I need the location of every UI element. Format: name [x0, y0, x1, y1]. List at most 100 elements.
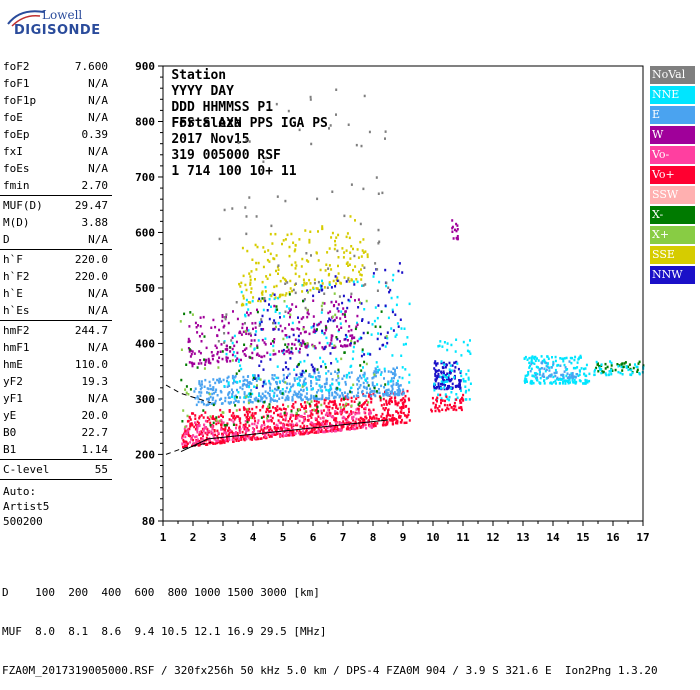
- autoscaling-info: Auto: Artist5 500200: [3, 484, 49, 529]
- echo-point: [384, 418, 387, 421]
- echo-point: [250, 382, 253, 385]
- echo-point: [220, 423, 223, 426]
- echo-point: [284, 417, 287, 420]
- echo-point: [279, 279, 282, 283]
- echo-point: [373, 385, 376, 388]
- echo-point: [261, 338, 264, 342]
- header-doy-value: 319 005000 RSF: [171, 148, 281, 163]
- echo-point: [373, 373, 376, 376]
- param-row-mufd: MUF(D) 29.47: [0, 197, 112, 214]
- echo-point: [539, 370, 541, 374]
- echo-point: [607, 373, 610, 377]
- echo-point: [243, 383, 246, 386]
- echo-point: [224, 425, 227, 428]
- echo-point: [543, 375, 546, 378]
- echo-point: [278, 407, 281, 411]
- echo-point: [552, 363, 555, 367]
- echo-point: [466, 343, 469, 347]
- echo-point: [345, 421, 348, 424]
- echo-point: [440, 382, 442, 386]
- echo-point: [401, 401, 404, 405]
- echo-point: [281, 379, 284, 383]
- echo-point: [191, 313, 194, 316]
- echo-point: [396, 322, 399, 325]
- echo-point: [325, 382, 328, 386]
- echo-point: [265, 407, 268, 411]
- echo-point: [450, 369, 453, 372]
- echo-point: [252, 296, 255, 299]
- echo-point: [286, 345, 289, 349]
- echo-point: [265, 396, 268, 400]
- echo-point: [271, 389, 274, 393]
- echo-point: [385, 284, 388, 288]
- echo-point: [436, 369, 439, 373]
- echo-point: [329, 423, 332, 426]
- echo-point: [532, 374, 534, 378]
- echo-point: [336, 279, 339, 282]
- echo-point: [570, 376, 573, 379]
- echo-point: [203, 367, 206, 370]
- echo-point: [376, 422, 379, 425]
- echo-point: [312, 294, 315, 298]
- echo-point: [390, 377, 393, 380]
- echo-point: [329, 414, 332, 417]
- echo-point: [199, 316, 202, 319]
- echo-point: [552, 360, 555, 364]
- echo-point: [336, 337, 339, 341]
- echo-point: [408, 302, 411, 306]
- echo-point: [349, 257, 352, 260]
- echo-point: [255, 268, 258, 271]
- echo-point: [275, 388, 278, 392]
- echo-point: [224, 348, 227, 351]
- echo-point: [263, 401, 266, 404]
- echo-point: [302, 326, 305, 329]
- echo-point: [584, 382, 587, 385]
- echo-point: [214, 399, 217, 403]
- echo-point: [354, 411, 357, 415]
- echo-point: [318, 421, 321, 424]
- echo-point: [371, 383, 374, 387]
- echo-point: [260, 318, 263, 321]
- echo-point: [277, 268, 280, 271]
- echo-point: [440, 361, 443, 365]
- echo-point: [241, 430, 244, 434]
- echo-point: [434, 379, 437, 383]
- echo-point: [348, 263, 351, 266]
- echo-point: [305, 272, 308, 276]
- echo-point: [324, 385, 327, 389]
- echo-point: [309, 288, 312, 292]
- echo-point: [346, 232, 349, 235]
- echo-point: [232, 411, 235, 415]
- echo-point: [357, 298, 360, 301]
- echo-point: [254, 278, 256, 281]
- echo-point: [324, 366, 327, 369]
- echo-point: [303, 383, 306, 386]
- echo-point: [539, 381, 542, 385]
- echo-point: [292, 241, 295, 244]
- echo-point: [198, 350, 201, 353]
- echo-point: [277, 419, 280, 422]
- echo-point: [359, 240, 362, 244]
- echo-point: [316, 328, 318, 331]
- echo-point: [364, 394, 367, 398]
- param-row-b0: B0 22.7: [0, 424, 112, 441]
- echo-point: [277, 328, 280, 331]
- echo-point: [262, 160, 265, 163]
- echo-point: [346, 392, 349, 396]
- x-tick-label: 11: [456, 531, 470, 544]
- echo-point: [384, 336, 387, 339]
- echo-point: [219, 408, 222, 412]
- echo-point: [632, 366, 635, 370]
- echo-point: [435, 364, 438, 367]
- echo-point: [460, 401, 463, 404]
- echo-point: [281, 349, 284, 353]
- echo-point: [349, 334, 352, 337]
- echo-point: [231, 207, 234, 210]
- echo-point: [347, 264, 350, 267]
- echo-point: [400, 418, 403, 422]
- echo-point: [537, 366, 539, 369]
- echo-point: [571, 379, 574, 382]
- echo-point: [392, 372, 394, 376]
- echo-point: [363, 411, 366, 414]
- echo-point: [230, 414, 233, 417]
